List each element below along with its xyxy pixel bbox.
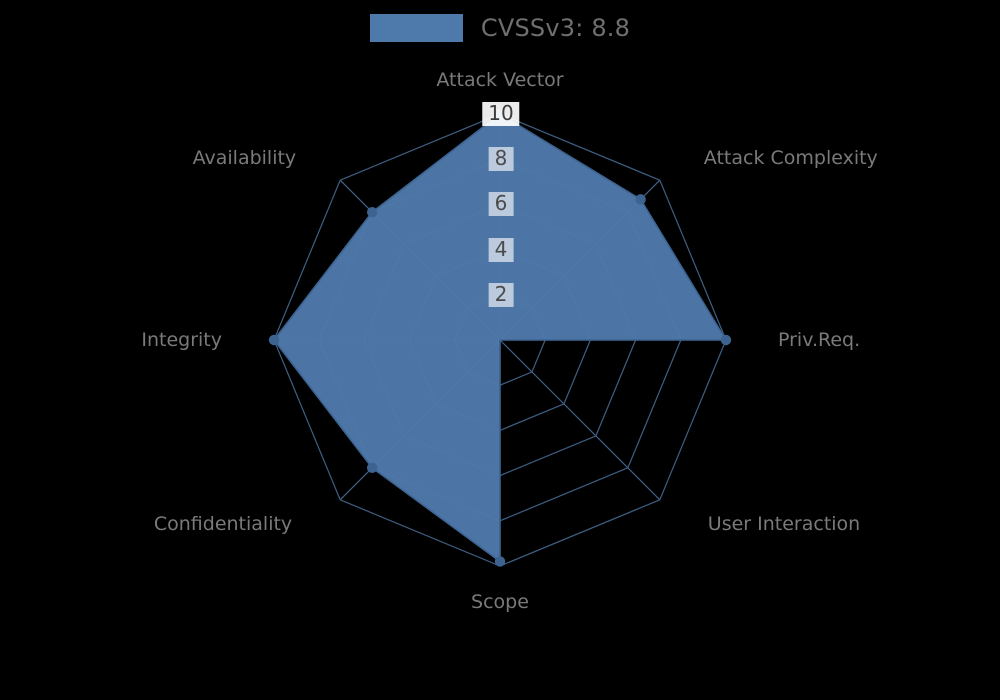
series-point	[268, 334, 280, 346]
series-point	[366, 462, 378, 474]
series-point	[494, 108, 506, 120]
series-point	[494, 556, 506, 567]
series-point	[366, 206, 378, 218]
series-point	[720, 334, 732, 346]
series-point	[635, 194, 646, 205]
grid-spoke	[499, 339, 661, 501]
